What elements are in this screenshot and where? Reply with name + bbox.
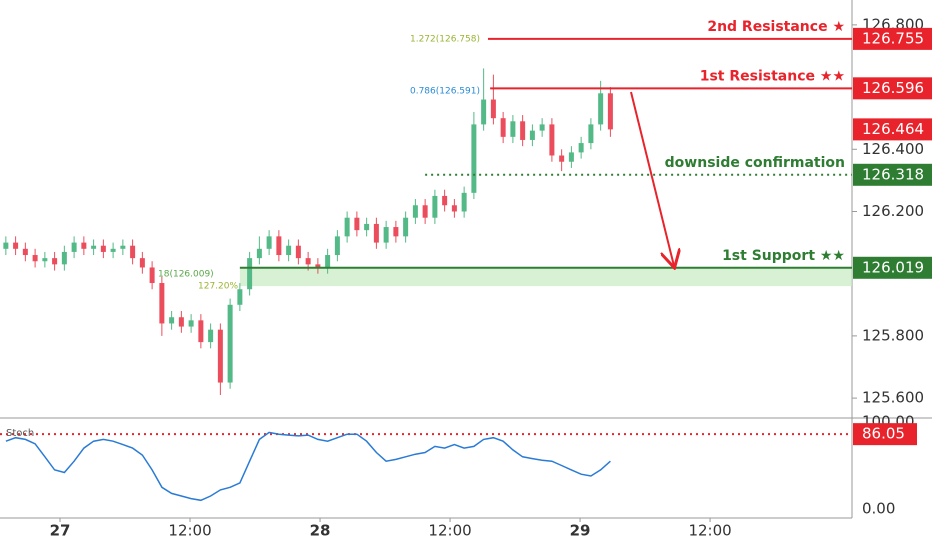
candle-body (169, 317, 175, 324)
candle-body (22, 248, 28, 256)
candle-body (227, 304, 233, 383)
candle-body (451, 205, 457, 212)
candle-body (325, 255, 331, 268)
price-box-label: 126.019 (862, 258, 924, 276)
candle-body (178, 317, 184, 327)
x-tick-label: 27 (50, 522, 71, 540)
candle-body (490, 99, 496, 119)
level-name: 1st Support ★★ (722, 248, 845, 264)
price-box (853, 118, 932, 141)
candle-body (52, 258, 58, 265)
candle-body (32, 255, 38, 262)
candle-body (315, 264, 321, 268)
fib-label: 0.786(126.591) (410, 86, 480, 96)
price-box-label: 126.596 (862, 79, 924, 97)
stoch-title: Stoch (6, 428, 34, 439)
candle-body (42, 258, 48, 262)
candle-body (130, 245, 136, 259)
fib-label: 18(126.009) (158, 269, 214, 279)
candle-body (393, 227, 399, 237)
candle-body (71, 242, 77, 252)
candle-body (481, 99, 487, 125)
price-box (853, 77, 932, 100)
candle-body (305, 258, 311, 265)
support-zone (239, 267, 852, 287)
price-box (853, 27, 932, 50)
candle-body (568, 152, 574, 162)
candle-body (432, 195, 438, 218)
candle-body (247, 258, 253, 290)
candle-body (422, 205, 428, 218)
candle-body (373, 223, 379, 243)
stoch-level-label: 86.05 (862, 425, 905, 443)
candle-body (149, 267, 155, 284)
price-box (853, 163, 932, 186)
candle-body (607, 93, 613, 130)
x-tick-label: 12:00 (168, 522, 211, 540)
candle-body (383, 227, 389, 243)
y-tick-label: 125.800 (862, 326, 924, 344)
candle-body (110, 248, 116, 252)
candle-body (559, 155, 565, 162)
x-tick-label: 12:00 (428, 522, 471, 540)
price-box-label: 126.464 (862, 120, 924, 138)
candle-body (198, 320, 204, 343)
candle-body (461, 192, 467, 212)
y-tick-label: 126.200 (862, 202, 924, 220)
candle-body (588, 124, 594, 144)
price-box (853, 256, 932, 279)
x-tick-label: 29 (570, 522, 591, 540)
candle-body (61, 251, 67, 265)
candle-body (208, 329, 214, 343)
candle-body (578, 143, 584, 153)
candle-body (91, 245, 97, 249)
candle-body (139, 258, 145, 268)
stoch-tick-label: 0.00 (862, 500, 895, 518)
candle-body (295, 245, 301, 259)
candle-body (510, 121, 516, 137)
candle-body (500, 118, 506, 137)
level-name: 2nd Resistance ★ (707, 19, 845, 35)
candle-body (529, 130, 535, 140)
candle-body (549, 124, 555, 156)
candle-body (276, 236, 282, 256)
candle-body (364, 223, 370, 231)
candle-body (471, 124, 477, 193)
stoch-line (5, 431, 611, 502)
x-tick-label: 12:00 (688, 522, 731, 540)
price-box-label: 126.318 (862, 165, 924, 183)
candle-body (159, 283, 165, 324)
candle-body (256, 248, 262, 259)
candle-body (81, 242, 87, 249)
candle-body (412, 205, 418, 218)
y-tick-label: 126.400 (862, 140, 924, 158)
candle-body (520, 121, 526, 140)
candle-body (286, 245, 292, 256)
stoch-level-box (853, 423, 917, 446)
candle-body (237, 289, 243, 305)
fib-label: 127.20% (198, 282, 238, 292)
candle-body (217, 329, 223, 383)
level-name: 1st Resistance ★★ (700, 68, 845, 84)
y-tick-label: 125.600 (862, 389, 924, 407)
candle-body (334, 236, 340, 256)
projection-arrow (630, 91, 674, 266)
candle-body (539, 124, 545, 131)
price-box-label: 126.755 (862, 29, 924, 47)
candle-body (266, 236, 272, 249)
candle-body (100, 245, 106, 252)
candle-body (120, 245, 126, 249)
candle-body (188, 320, 194, 327)
candle-body (3, 242, 9, 249)
candle-body (598, 93, 604, 125)
candle-body (403, 217, 409, 237)
candle-body (442, 195, 448, 206)
candle-body (354, 217, 360, 231)
level-name: downside confirmation (665, 155, 845, 171)
candle-body (13, 242, 19, 249)
x-tick-label: 28 (310, 522, 331, 540)
fib-label: 1.272(126.758) (410, 34, 480, 44)
candle-body (344, 217, 350, 237)
